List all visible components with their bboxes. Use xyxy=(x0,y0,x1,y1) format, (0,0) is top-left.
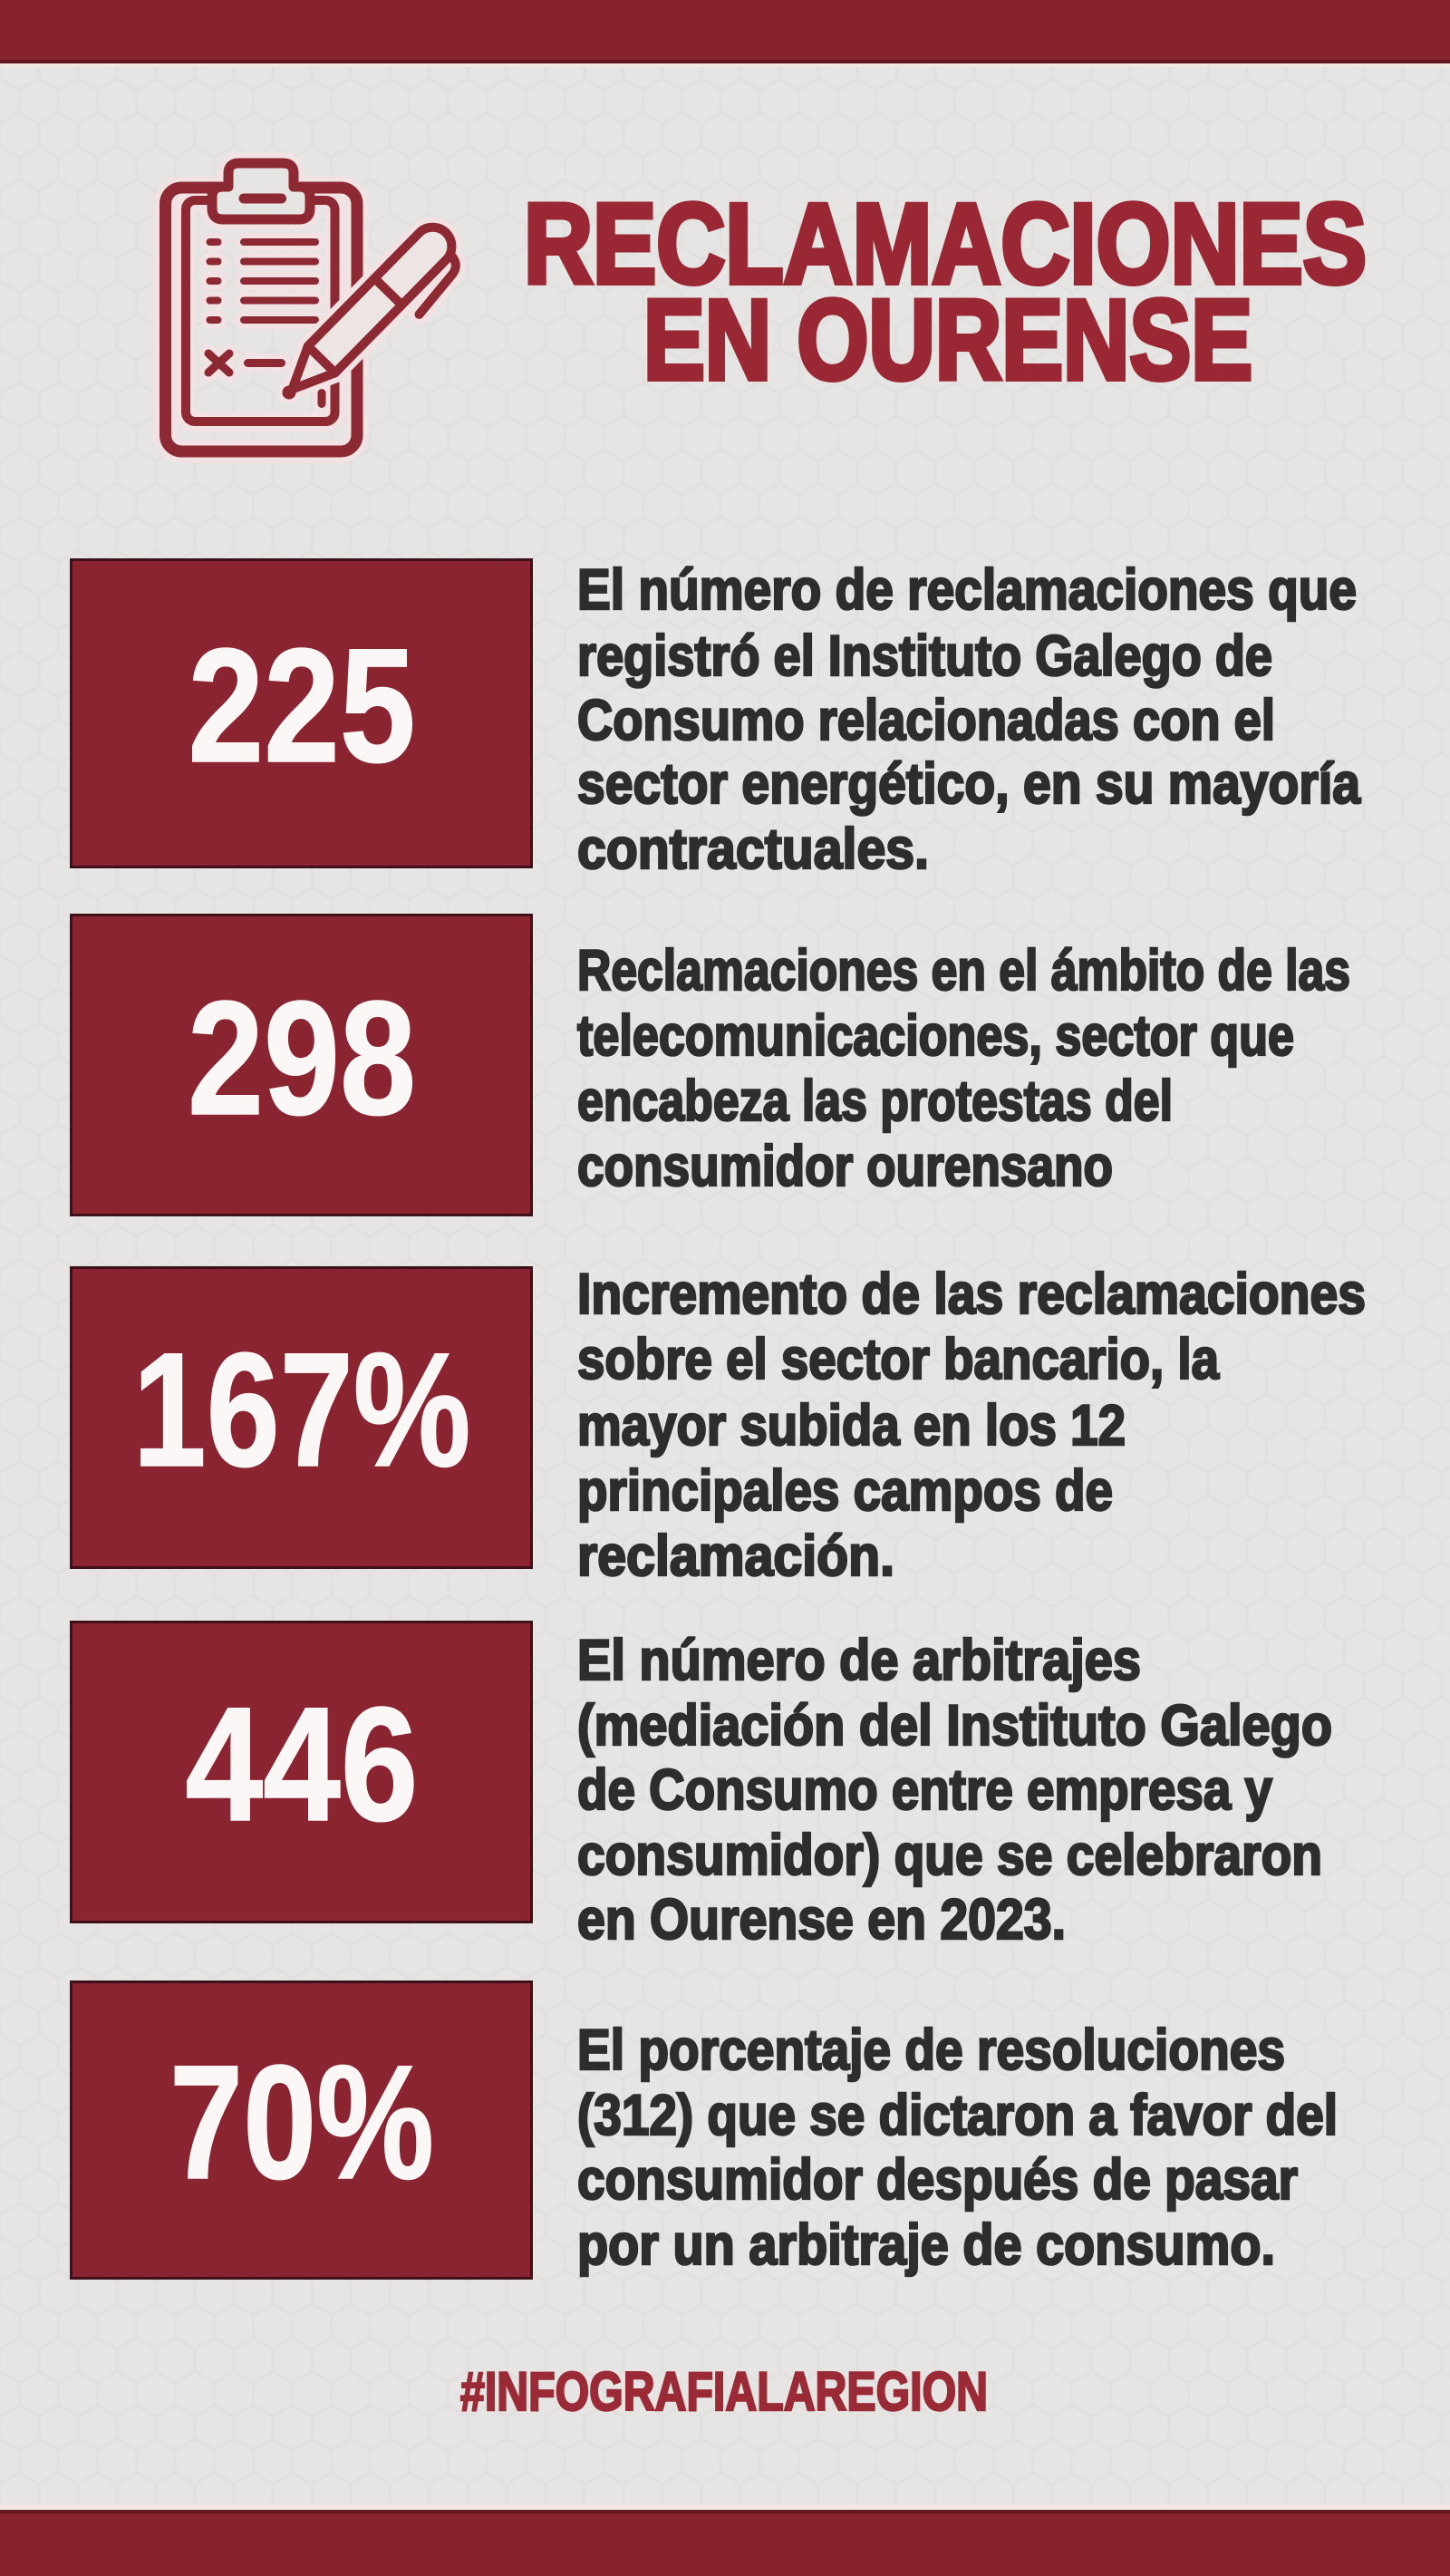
svg-text:446: 446 xyxy=(186,1673,419,1855)
svg-text:RECLAMACIONES: RECLAMACIONES xyxy=(524,181,1367,307)
svg-text:Incremento de las reclamacione: Incremento de las reclamaciones xyxy=(577,1263,1366,1326)
svg-text:reclamación.: reclamación. xyxy=(577,1525,894,1588)
svg-text:consumidor) que se celebraron: consumidor) que se celebraron xyxy=(577,1824,1322,1887)
svg-text:70%: 70% xyxy=(169,2031,434,2213)
svg-text:de Consumo entre empresa y: de Consumo entre empresa y xyxy=(577,1758,1272,1822)
svg-text:consumidor después de pasar: consumidor después de pasar xyxy=(577,2148,1298,2212)
svg-text:EN OURENSE: EN OURENSE xyxy=(643,277,1252,403)
svg-text:telecomunicaciones, sector que: telecomunicaciones, sector que xyxy=(577,1004,1294,1068)
svg-text:por un arbitraje de consumo.: por un arbitraje de consumo. xyxy=(577,2213,1275,2277)
svg-text:#INFOGRAFIALAREGION: #INFOGRAFIALAREGION xyxy=(460,2361,988,2422)
svg-text:principales campos de: principales campos de xyxy=(577,1459,1113,1523)
svg-text:167%: 167% xyxy=(133,1319,471,1500)
svg-text:(mediación del Instituto Galeg: (mediación del Instituto Galego xyxy=(577,1694,1332,1758)
svg-text:contractuales.: contractuales. xyxy=(577,818,929,881)
svg-text:encabeza las protestas del: encabeza las protestas del xyxy=(577,1070,1173,1133)
svg-text:(312) que se dictaron a favor: (312) que se dictaron a favor del xyxy=(577,2084,1338,2147)
svg-text:El número de reclamaciones que: El número de reclamaciones que xyxy=(577,558,1357,622)
svg-text:El porcentaje de resoluciones: El porcentaje de resoluciones xyxy=(577,2019,1285,2082)
svg-text:sector energético, en su mayor: sector energético, en su mayoría xyxy=(577,752,1361,816)
svg-text:registró el Instituto Galego d: registró el Instituto Galego de xyxy=(577,625,1272,688)
svg-text:225: 225 xyxy=(188,615,416,796)
svg-text:El número de arbitrajes: El número de arbitrajes xyxy=(577,1629,1141,1692)
svg-text:298: 298 xyxy=(188,967,416,1148)
svg-text:consumidor ourensano: consumidor ourensano xyxy=(577,1135,1113,1198)
svg-text:Consumo relacionadas con el: Consumo relacionadas con el xyxy=(577,689,1275,752)
svg-text:en Ourense en 2023.: en Ourense en 2023. xyxy=(577,1888,1066,1951)
svg-text:sobre el sector bancario, la: sobre el sector bancario, la xyxy=(577,1328,1220,1391)
svg-text:mayor subida en los 12: mayor subida en los 12 xyxy=(577,1394,1126,1457)
svg-text:Reclamaciones en el ámbito de: Reclamaciones en el ámbito de las xyxy=(577,939,1350,1002)
